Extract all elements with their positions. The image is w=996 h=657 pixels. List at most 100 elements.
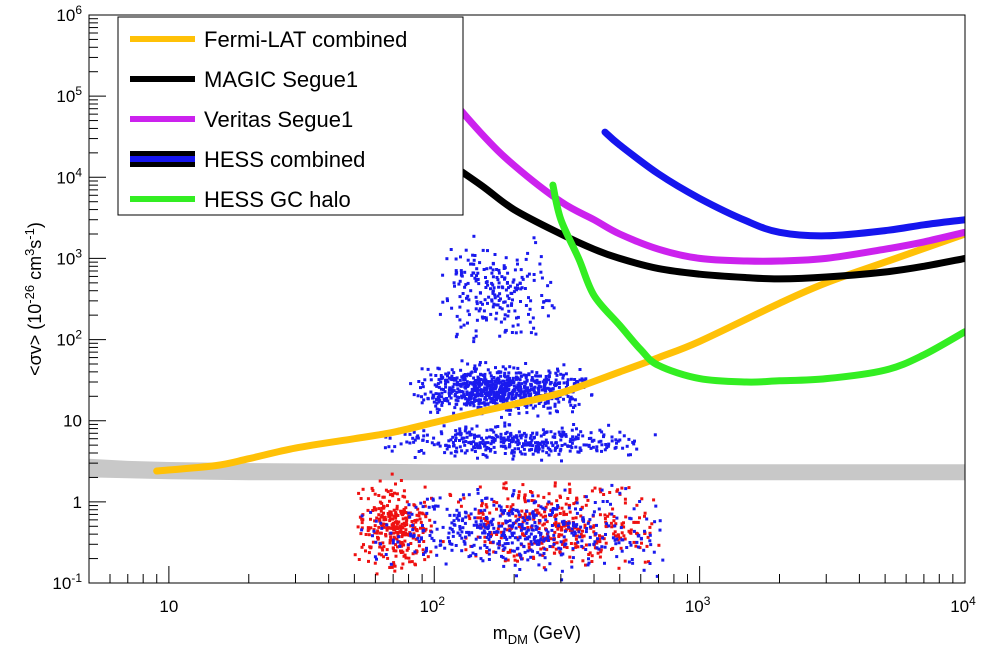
scatter-point — [504, 481, 508, 485]
scatter-point — [469, 289, 473, 293]
scatter-point — [428, 534, 432, 537]
scatter-point — [455, 390, 459, 394]
scatter-point — [385, 523, 389, 527]
scatter-point — [430, 441, 434, 445]
scatter-point — [648, 531, 652, 535]
scatter-point — [570, 446, 574, 450]
scatter-point — [408, 560, 412, 564]
scatter-point — [506, 294, 510, 298]
scatter-point — [634, 520, 638, 524]
scatter-point — [469, 262, 472, 266]
scatter-point — [445, 447, 449, 451]
scatter-point — [648, 562, 652, 565]
scatter-point — [480, 499, 484, 503]
scatter-point — [620, 522, 624, 526]
scatter-point — [388, 539, 392, 542]
scatter-point — [450, 374, 454, 378]
scatter-point — [463, 285, 467, 289]
scatter-point — [487, 522, 491, 526]
scatter-point — [476, 516, 480, 520]
scatter-point — [600, 430, 604, 434]
scatter-point — [519, 391, 523, 395]
scatter-point — [567, 525, 571, 529]
scatter-point — [367, 533, 371, 537]
scatter-point — [535, 508, 539, 512]
scatter-point — [507, 511, 511, 515]
scatter-point — [545, 520, 549, 524]
scatter-point — [507, 395, 511, 399]
scatter-point — [439, 380, 443, 384]
scatter-point — [484, 276, 487, 279]
scatter-point — [437, 394, 441, 398]
scatter-point — [627, 486, 631, 490]
scatter-point — [436, 382, 440, 386]
scatter-point — [556, 397, 560, 401]
scatter-point — [376, 535, 379, 539]
scatter-point — [433, 520, 437, 524]
scatter-point — [388, 512, 392, 516]
scatter-point — [384, 553, 388, 556]
scatter-point — [380, 513, 384, 517]
scatter-point — [507, 384, 511, 387]
scatter-point — [502, 395, 506, 399]
scatter-point — [519, 300, 522, 303]
scatter-point — [473, 364, 477, 368]
scatter-point — [414, 537, 418, 541]
scatter-point — [642, 548, 646, 552]
scatter-point — [531, 528, 535, 532]
scatter-point — [472, 543, 476, 547]
scatter-point — [507, 381, 511, 385]
scatter-point — [503, 313, 507, 317]
scatter-point — [447, 402, 451, 406]
scatter-point — [526, 537, 530, 541]
scatter-point — [488, 389, 492, 393]
scatter-point — [518, 281, 522, 285]
scatter-point — [371, 534, 374, 538]
scatter-point — [558, 512, 562, 515]
scatter-point — [439, 430, 443, 434]
scatter-point — [527, 542, 531, 546]
scatter-point — [497, 268, 501, 272]
scatter-point — [598, 540, 602, 544]
scatter-point — [520, 522, 524, 526]
scatter-point — [511, 376, 515, 380]
scatter-point — [429, 390, 433, 394]
scatter-point — [515, 574, 518, 578]
scatter-point — [367, 527, 371, 531]
scatter-point — [517, 518, 521, 522]
scatter-point — [516, 283, 519, 287]
scatter-point — [467, 533, 471, 537]
scatter-point — [559, 528, 563, 532]
scatter-point — [536, 414, 540, 418]
scatter-point — [553, 402, 557, 406]
scatter-point — [505, 430, 509, 434]
scatter-point — [373, 561, 377, 565]
scatter-point — [492, 302, 496, 306]
scatter-point — [597, 440, 601, 444]
scatter-point — [452, 519, 456, 523]
scatter-point — [514, 440, 518, 444]
scatter-point — [587, 444, 591, 448]
scatter-point — [420, 401, 424, 405]
scatter-point — [467, 313, 471, 317]
scatter-point — [404, 528, 408, 532]
scatter-point — [432, 507, 436, 511]
scatter-point — [568, 440, 572, 443]
scatter-point — [562, 373, 565, 377]
series-line-veritas-segue1 — [430, 76, 965, 265]
scatter-point — [510, 331, 514, 334]
scatter-point — [423, 558, 427, 562]
scatter-point — [463, 541, 467, 545]
scatter-point — [542, 300, 546, 304]
scatter-point — [482, 517, 486, 521]
scatter-point — [541, 449, 545, 453]
scatter-point — [484, 503, 488, 507]
plot-frame — [88, 14, 966, 584]
scatter-point — [495, 303, 499, 307]
scatter-point — [523, 386, 527, 390]
scatter-point — [392, 531, 396, 535]
scatter-point — [449, 391, 453, 395]
scatter-point — [582, 534, 586, 538]
scatter-point — [512, 454, 516, 458]
scatter-point — [459, 255, 462, 259]
